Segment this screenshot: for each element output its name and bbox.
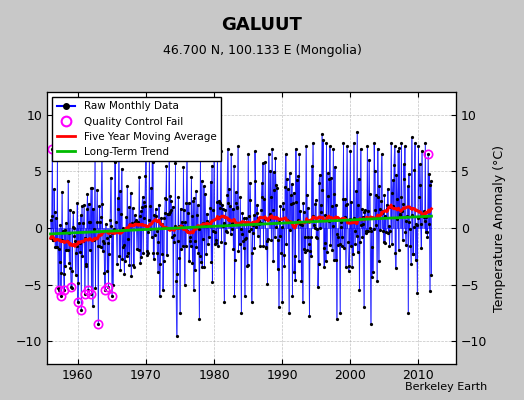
Legend: Raw Monthly Data, Quality Control Fail, Five Year Moving Average, Long-Term Tren: Raw Monthly Data, Quality Control Fail, … — [52, 97, 221, 161]
Y-axis label: Temperature Anomaly (°C): Temperature Anomaly (°C) — [493, 144, 506, 312]
Text: Berkeley Earth: Berkeley Earth — [405, 382, 487, 392]
Text: 46.700 N, 100.133 E (Mongolia): 46.700 N, 100.133 E (Mongolia) — [162, 44, 362, 57]
Text: GALUUT: GALUUT — [222, 16, 302, 34]
